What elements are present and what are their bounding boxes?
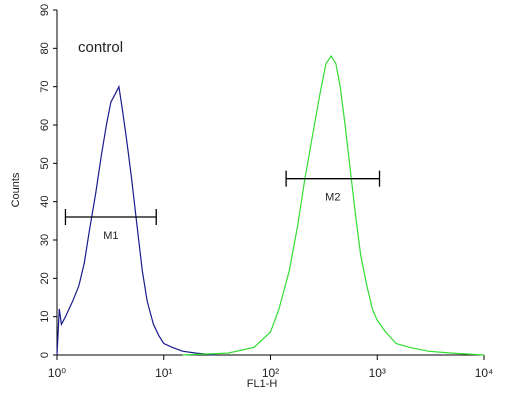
annotation: control <box>78 39 123 56</box>
x-tick-label: 10³ <box>369 366 386 380</box>
x-axis-label: FL1-H <box>247 378 278 390</box>
histogram-line <box>182 54 485 356</box>
y-tick-label: 70 <box>39 81 51 93</box>
y-axis-label: Counts <box>10 172 22 207</box>
histogram-line <box>56 84 215 356</box>
y-tick-label: 20 <box>39 272 51 284</box>
y-tick-label: 60 <box>39 119 51 131</box>
y-tick-label: 30 <box>39 234 51 246</box>
y-tick-label: 90 <box>39 4 51 16</box>
y-tick-label: 50 <box>39 157 51 169</box>
x-tick-label: 10⁰ <box>48 366 66 380</box>
x-tick-label: 10² <box>262 366 279 380</box>
y-tick-label: 10 <box>39 311 51 323</box>
y-tick-label: 40 <box>39 196 51 208</box>
gate-label: M1 <box>103 230 118 242</box>
y-tick-label: 0 <box>39 352 51 358</box>
gate-label: M2 <box>325 192 340 204</box>
x-tick-label: 10⁴ <box>475 366 494 380</box>
y-tick-label: 80 <box>39 42 51 54</box>
x-tick-label: 10¹ <box>155 366 172 380</box>
